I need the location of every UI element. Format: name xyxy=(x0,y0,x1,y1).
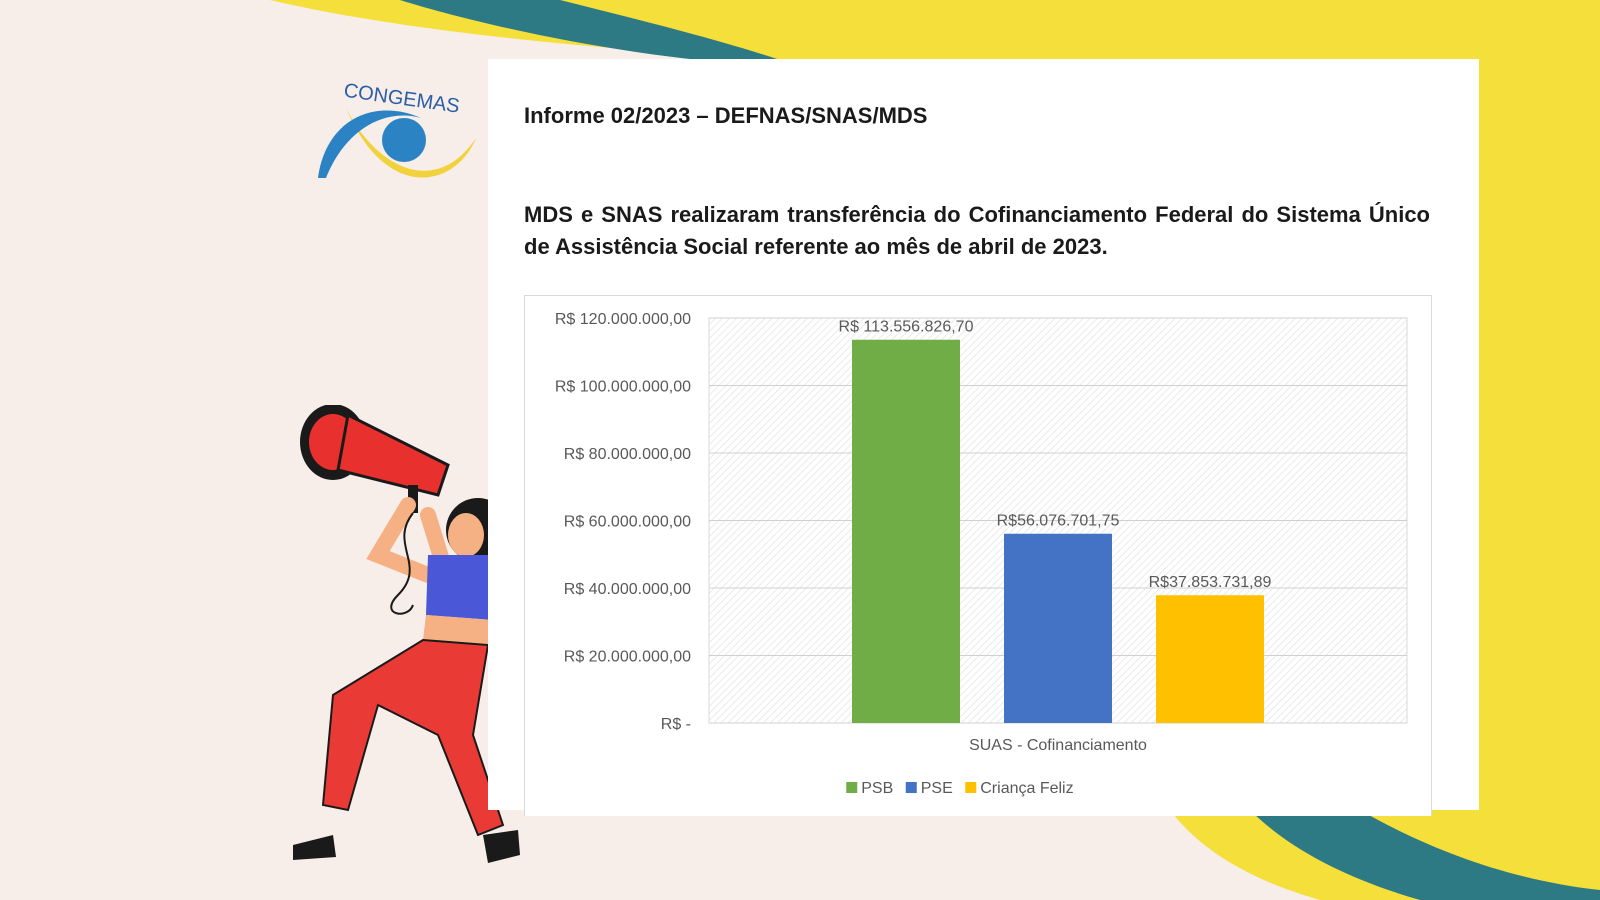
bar-criança-feliz xyxy=(1156,595,1264,723)
bars-layer xyxy=(852,339,1264,723)
x-category-label: SUAS - Cofinanciamento xyxy=(969,737,1147,754)
shoe-left xyxy=(293,835,336,860)
y-tick-label: R$ 100.000.000,00 xyxy=(555,379,691,396)
pants xyxy=(321,638,505,837)
labels-layer: R$ 120.000.000,00 R$ 100.000.000,00 R$ 80.… xyxy=(555,311,1272,754)
woman-megaphone-illustration xyxy=(288,404,538,885)
bottom-teal-swoosh xyxy=(1250,810,1600,900)
congemas-logo: CONGEMAS xyxy=(316,78,482,198)
informe-title: Informe 02/2023 – DEFNAS/SNAS/MDS xyxy=(524,103,928,128)
y-tick-label: R$ 60.000.000,00 xyxy=(564,514,691,531)
legend-swatch xyxy=(965,782,977,793)
top-teal-swoosh xyxy=(400,0,780,60)
logo-blue-arc xyxy=(318,110,421,178)
headline: MDS e SNAS realizaram transferência do C… xyxy=(524,202,1430,259)
legend-label: PSE xyxy=(921,780,953,797)
face xyxy=(448,513,484,557)
logo-eye-pupil xyxy=(382,118,426,162)
document-card: Informe 02/2023 – DEFNAS/SNAS/MDS MDS e … xyxy=(488,59,1479,816)
shoe-right xyxy=(483,830,520,863)
data-label: R$56.076.701,75 xyxy=(997,513,1120,530)
bar-pse xyxy=(1004,533,1112,723)
y-tick-label: R$ 120.000.000,00 xyxy=(555,311,691,328)
y-tick-label: R$ 20.000.000,00 xyxy=(564,649,691,666)
chart-frame: R$ 120.000.000,00 R$ 100.000.000,00 R$ 80.… xyxy=(524,295,1432,816)
data-label: R$ 113.556.826,70 xyxy=(839,319,974,336)
right-yellow-panel xyxy=(1470,0,1600,900)
megaphone-cord xyxy=(390,512,414,615)
legend-swatch xyxy=(905,782,917,793)
data-label: R$37.853.731,89 xyxy=(1149,574,1272,591)
y-tick-label: R$ 80.000.000,00 xyxy=(564,446,691,463)
legend: PSB PSE Criança Feliz xyxy=(846,780,1074,797)
legend-swatch xyxy=(846,782,858,793)
bar-chart: R$ 120.000.000,00 R$ 100.000.000,00 R$ 80.… xyxy=(555,311,1408,797)
bar-psb xyxy=(852,339,960,723)
shirt xyxy=(426,555,493,620)
megaphone-icon xyxy=(300,404,450,513)
y-tick-label: R$ 40.000.000,00 xyxy=(564,581,691,598)
legend-label: PSB xyxy=(861,780,893,797)
legend-label: Criança Feliz xyxy=(980,780,1073,797)
belly xyxy=(423,615,493,645)
arm xyxy=(366,497,436,583)
y-tick-label: R$ - xyxy=(661,716,691,733)
